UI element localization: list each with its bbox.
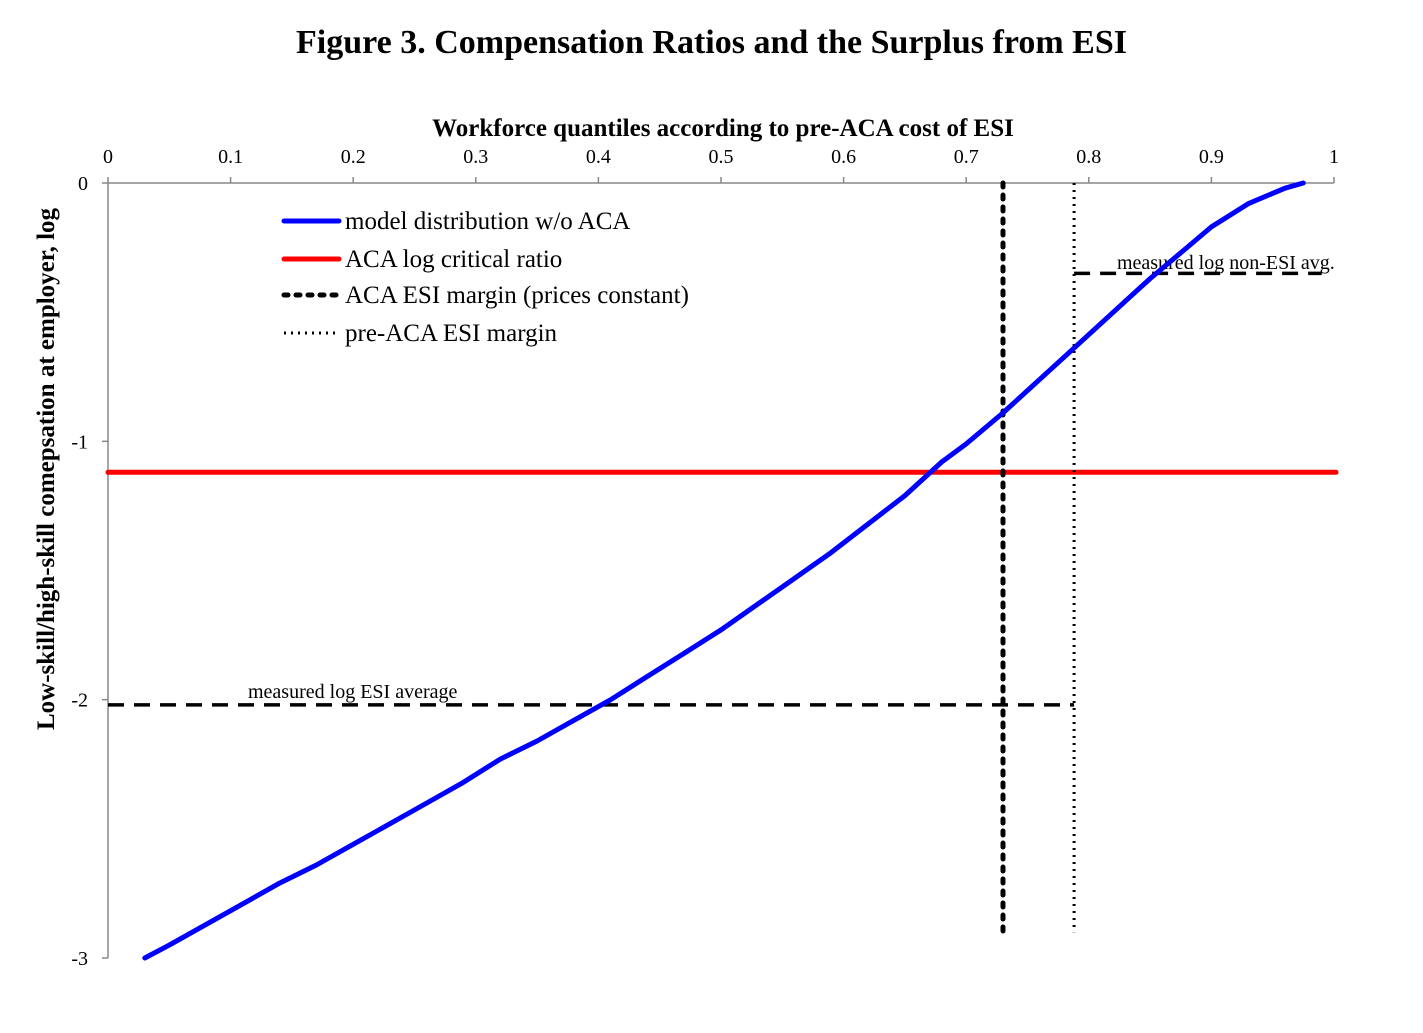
x-tick-label: 0.4 (586, 146, 611, 168)
model-distribution-line (142, 180, 1306, 961)
x-tick-label: 0 (103, 146, 113, 168)
y-tick-label: -1 (71, 431, 88, 453)
legend-aca-esi-margin-label: ACA ESI margin (prices constant) (345, 282, 689, 309)
x-tick-label: 0.9 (1199, 146, 1224, 168)
x-tick-label: 0.1 (218, 146, 243, 168)
chart-title: Figure 3. Compensation Ratios and the Su… (296, 24, 1127, 61)
x-tick-label: 0.2 (341, 146, 366, 168)
x-tick-label: 0.8 (1076, 146, 1101, 168)
x-tick-label: 1 (1329, 146, 1339, 168)
x-tick-label: 0.3 (463, 146, 488, 168)
legend-model-distribution-label: model distribution w/o ACA (345, 208, 630, 235)
x-tick-label: 0.5 (709, 146, 734, 168)
non-esi-average-label: measured log non-ESI avg. (1117, 252, 1335, 274)
y-axis-title: Low-skill/high-skill comepsation at empl… (33, 207, 60, 730)
esi-average-label: measured log ESI average (248, 681, 457, 703)
x-tick-label: 0.7 (954, 146, 979, 168)
legend-aca-critical-ratio-label: ACA log critical ratio (345, 246, 562, 273)
x-tick-label: 0.6 (831, 146, 856, 168)
y-tick-label: 0 (78, 173, 88, 195)
legend-pre-aca-esi-margin-label: pre-ACA ESI margin (345, 320, 558, 347)
x-axis-title: Workforce quantiles according to pre-ACA… (432, 115, 1014, 142)
y-tick-label: -2 (71, 690, 88, 712)
plot-area: measured log non-ESI avg. measured log ES… (105, 180, 1339, 961)
y-tick-label: -3 (71, 948, 88, 970)
legend: model distribution w/o ACA ACA log critic… (281, 208, 689, 347)
axes: 0 0.1 0.2 0.3 0.4 0.5 0.6 0.7 0.8 0.9 1 0 -1 -2 -3 Work… (33, 115, 1339, 970)
